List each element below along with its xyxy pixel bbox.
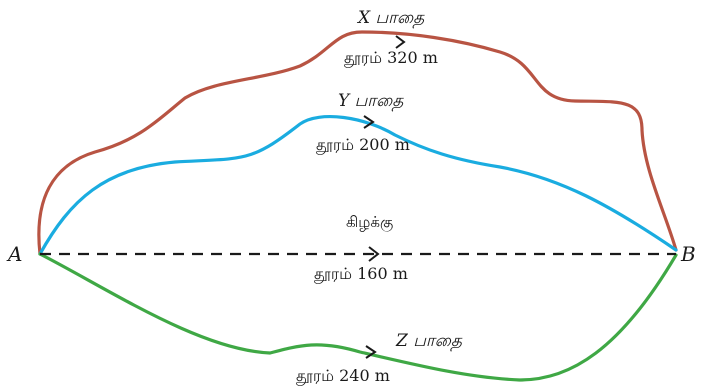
direction-arrow-icon [363, 115, 375, 129]
path-z-curve [38, 252, 678, 382]
path-x-curve [37, 30, 678, 256]
point-a-label: A [6, 242, 22, 266]
path-x-distance: தூரம் 320 m [344, 48, 438, 68]
path-east-name: கிழக்கு [346, 213, 393, 232]
path-y-distance: தூரம் 200 m [316, 135, 410, 155]
path-east-distance: தூரம் 160 m [314, 264, 408, 284]
direction-arrow-icon [368, 246, 380, 262]
path-y-curve [38, 114, 678, 256]
direction-arrow-icon [365, 345, 377, 359]
point-b-label: B [680, 242, 696, 266]
path-z-name: Z பாதை [395, 331, 463, 352]
path-z-distance: தூரம் 240 m [296, 366, 390, 386]
path-x-name: X பாதை [356, 8, 425, 29]
path-y-name: Y பாதை [338, 91, 404, 112]
direction-arrow-icon [395, 35, 406, 49]
